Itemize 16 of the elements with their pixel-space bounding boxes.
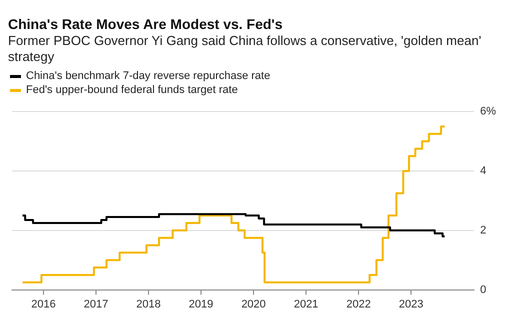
x-tick-label: 2016 xyxy=(31,298,56,310)
y-tick-label: 4 xyxy=(480,165,486,178)
x-tick-label: 2023 xyxy=(398,298,424,310)
x-tick-label: 2020 xyxy=(241,298,266,310)
y-tick-label: 2 xyxy=(480,224,486,236)
legend-label: China's benchmark 7-day reverse repurchase rate xyxy=(26,69,270,83)
y-tick-label: 6% xyxy=(480,106,496,118)
chart-subtitle: Former PBOC Governor Yi Gang said China follows a conservative, 'golden mean' strategy xyxy=(8,33,482,65)
x-tick-label: 2019 xyxy=(188,298,214,310)
x-tick-label: 2018 xyxy=(136,298,161,310)
x-tick-label: 2021 xyxy=(294,298,318,310)
legend-label: Fed's upper-bound federal funds target rate xyxy=(26,83,238,97)
x-tick-label: 2022 xyxy=(346,298,371,310)
x-tick-label: 2017 xyxy=(84,298,108,310)
chart-title: China's Rate Moves Are Modest vs. Fed's xyxy=(8,16,284,32)
y-tick-label: 0 xyxy=(480,284,486,296)
